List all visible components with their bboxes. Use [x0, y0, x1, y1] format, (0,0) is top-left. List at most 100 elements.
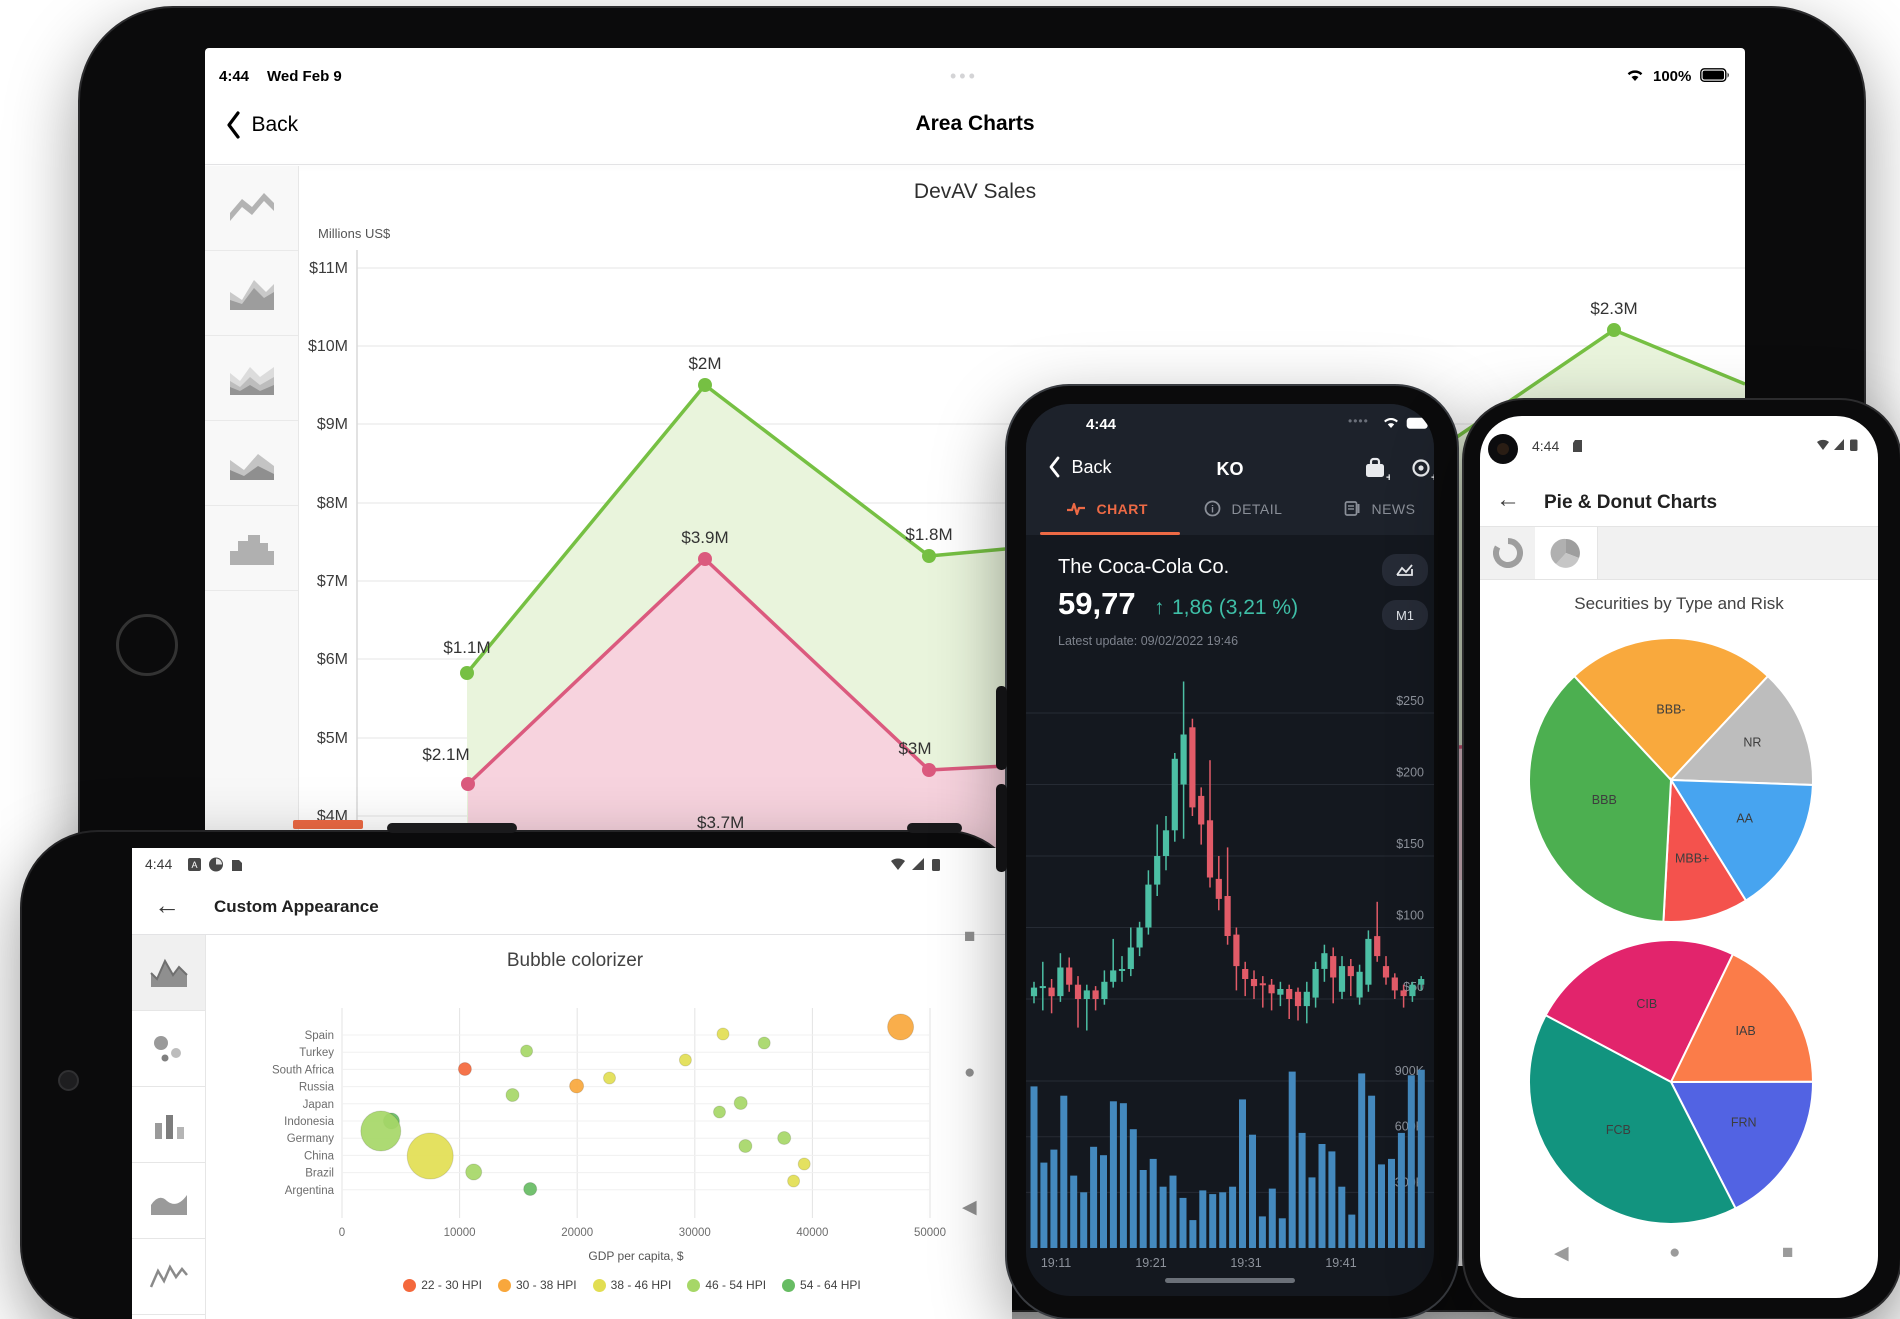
- pie-slice: [1668, 674, 1814, 787]
- stock-status-time: 4:44: [1086, 416, 1117, 433]
- add-portfolio-icon[interactable]: +: [1364, 456, 1390, 482]
- android-nav-home[interactable]: ●: [964, 1062, 976, 1083]
- candle: [1101, 981, 1108, 999]
- back-arrow-icon[interactable]: ←: [1496, 486, 1520, 513]
- volume-bar: [1268, 1188, 1276, 1248]
- volume-bar: [1050, 1149, 1058, 1248]
- chart-type-zigzag-area[interactable]: [205, 166, 298, 251]
- bubble: [569, 1078, 585, 1094]
- sidebar-item-bar-chart[interactable]: [132, 1087, 205, 1163]
- candle: [1215, 878, 1222, 899]
- pulse-icon: [1067, 502, 1085, 515]
- candle: [1224, 896, 1231, 936]
- volume-bar: [1080, 1192, 1088, 1248]
- chart-type-step-area[interactable]: [205, 506, 298, 591]
- orange-series-strip: [293, 820, 363, 829]
- candle: [1277, 989, 1284, 995]
- svg-text:i: i: [1211, 505, 1214, 516]
- legend-dot: [687, 1278, 701, 1292]
- svg-text:Indonesia: Indonesia: [284, 1116, 334, 1128]
- candle: [1154, 856, 1161, 885]
- back-arrow-icon[interactable]: ←: [154, 890, 180, 920]
- chart-type-mountain-area[interactable]: [205, 251, 298, 336]
- candle: [1092, 990, 1099, 999]
- ipad-page-title: Area Charts: [915, 112, 1035, 135]
- sidebar-item-area-chart[interactable]: [132, 935, 205, 1011]
- home-indicator[interactable]: [1165, 1278, 1295, 1283]
- ipad-home-button[interactable]: [116, 614, 178, 676]
- ipad-status-bar: 4:44 Wed Feb 9 ••• 100%: [205, 62, 1745, 90]
- candlestick-chart: $250$200$150$100$50900K600K300K19:1119:2…: [1026, 681, 1434, 1270]
- bubble: [678, 1053, 692, 1067]
- volume-bar: [1159, 1186, 1167, 1248]
- tab-donut-chart[interactable]: [1480, 527, 1536, 579]
- svg-text:China: China: [304, 1150, 335, 1162]
- tab-news[interactable]: NEWS: [1344, 500, 1415, 518]
- svg-text:900K: 900K: [1395, 1064, 1425, 1078]
- android-nav-back[interactable]: ◀: [962, 1197, 977, 1218]
- battery-icon: [1700, 68, 1729, 83]
- candle: [1030, 987, 1038, 997]
- slice-label: MBB+: [1675, 852, 1709, 866]
- tab-chart[interactable]: CHART: [1066, 500, 1148, 518]
- volume-bar: [1388, 1158, 1395, 1248]
- donut-icon: [1492, 538, 1523, 568]
- candle: [1180, 734, 1187, 785]
- pie-status-right-icons: [1817, 439, 1858, 451]
- svg-text:50000: 50000: [914, 1227, 946, 1239]
- android-nav-back[interactable]: ◀: [1554, 1243, 1569, 1264]
- ipad-status-date: Wed Feb 9: [267, 68, 342, 85]
- chart-style-button[interactable]: [1382, 554, 1428, 586]
- candle: [1206, 820, 1214, 878]
- area-style-icon: [1396, 564, 1413, 576]
- mountain-area-icon: [229, 280, 274, 310]
- stock-back-label: Back: [1071, 456, 1112, 477]
- wifi-icon: [1384, 418, 1398, 428]
- data-label: $2.1M: [422, 745, 469, 764]
- slice-label: NR: [1743, 735, 1761, 749]
- stock-back-button[interactable]: Back: [1048, 456, 1111, 484]
- candle: [1145, 884, 1152, 928]
- android-nav-recents[interactable]: ■: [964, 926, 976, 947]
- step-area-icon: [229, 535, 274, 565]
- chart-type-layered-area[interactable]: [205, 336, 298, 421]
- volume-bar: [1249, 1134, 1256, 1248]
- legend-label: 46 - 54 HPI: [705, 1278, 767, 1292]
- sd-card-icon: [1573, 440, 1582, 452]
- bubble: [797, 1157, 811, 1171]
- svg-text:$200: $200: [1396, 766, 1424, 780]
- pie-charts: BBB- NR AA MBB+ BBB CIB IAB FRN FCB: [1527, 636, 1815, 1225]
- data-label: $3.9M: [681, 528, 728, 547]
- watch-add-icon[interactable]: +: [1410, 456, 1434, 482]
- candle: [1250, 979, 1258, 987]
- ipad-status-time: 4:44: [219, 68, 250, 85]
- bubble: [887, 1013, 915, 1041]
- tab-pie-chart[interactable]: [1535, 527, 1598, 579]
- svg-text:GDP per capita, $: GDP per capita, $: [588, 1249, 683, 1263]
- sidebar-item-smooth-area[interactable]: [132, 1163, 205, 1239]
- bar-chart-icon: [154, 1114, 184, 1139]
- android-nav-recents[interactable]: ■: [1782, 1242, 1794, 1263]
- ipad-back-button[interactable]: Back: [225, 110, 298, 144]
- data-point: [461, 777, 475, 791]
- sidebar-item-line-chart[interactable]: [132, 1239, 205, 1315]
- data-point: [922, 763, 936, 777]
- front-camera: [58, 1070, 79, 1091]
- volume-bar: [1109, 1101, 1117, 1248]
- svg-text:19:11: 19:11: [1041, 1256, 1071, 1270]
- sidebar-item-bubble-chart[interactable]: [132, 1011, 205, 1087]
- data-point: [922, 549, 936, 563]
- android-nav-home[interactable]: ●: [1669, 1242, 1681, 1263]
- volume-bar: [1169, 1175, 1177, 1248]
- ipad-battery-percent: 100%: [1653, 68, 1692, 85]
- data-point: [698, 552, 712, 566]
- candle: [1189, 727, 1196, 808]
- svg-text:$6M: $6M: [317, 651, 348, 668]
- volume-bar: [1070, 1175, 1078, 1248]
- svg-text:19:41: 19:41: [1325, 1256, 1356, 1270]
- chart-type-two-tone-area[interactable]: [205, 421, 298, 506]
- interval-badge[interactable]: M1: [1382, 600, 1428, 630]
- bubble: [777, 1131, 792, 1145]
- tab-detail[interactable]: i DETAIL: [1204, 500, 1282, 518]
- svg-text:$11M: $11M: [309, 260, 348, 277]
